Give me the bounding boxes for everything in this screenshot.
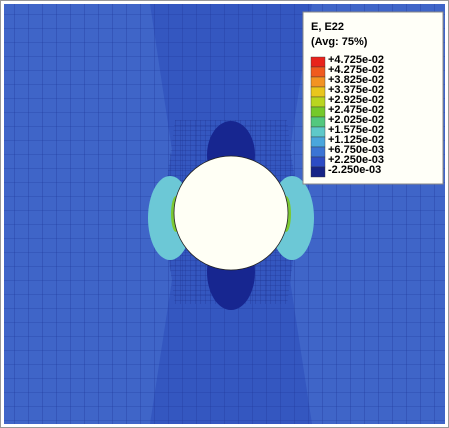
legend-label: +1.575e-02 [328, 124, 384, 136]
legend-label: +4.275e-02 [328, 64, 384, 76]
legend-swatch [310, 126, 326, 138]
legend-swatch [310, 136, 326, 148]
legend-swatch [310, 166, 326, 178]
legend-swatch [310, 76, 326, 88]
legend-label: +2.925e-02 [328, 94, 384, 106]
legend-label: +1.125e-02 [328, 134, 384, 146]
legend-swatch [310, 66, 326, 78]
hole [173, 155, 289, 271]
legend-label: -2.250e-03 [328, 164, 381, 176]
legend-swatch [310, 86, 326, 98]
legend: E, E22 (Avg: 75%) +4.725e-02+4.275e-02+3… [302, 11, 444, 185]
legend-label: +6.750e-03 [328, 144, 384, 156]
legend-swatch [310, 56, 326, 68]
legend-label: +3.375e-02 [328, 84, 384, 96]
legend-swatch [310, 106, 326, 118]
legend-swatch [310, 96, 326, 108]
legend-label: +2.475e-02 [328, 104, 384, 116]
legend-label: +4.725e-02 [328, 54, 384, 66]
legend-label: +2.250e-03 [328, 154, 384, 166]
legend-swatch [310, 156, 326, 168]
legend-title: E, E22 [311, 21, 344, 33]
legend-box [302, 11, 444, 185]
legend-subtitle: (Avg: 75%) [311, 36, 368, 48]
legend-label: +2.025e-02 [328, 114, 384, 126]
legend-label: +3.825e-02 [328, 74, 384, 86]
legend-swatch [310, 116, 326, 128]
legend-swatch [310, 146, 326, 158]
